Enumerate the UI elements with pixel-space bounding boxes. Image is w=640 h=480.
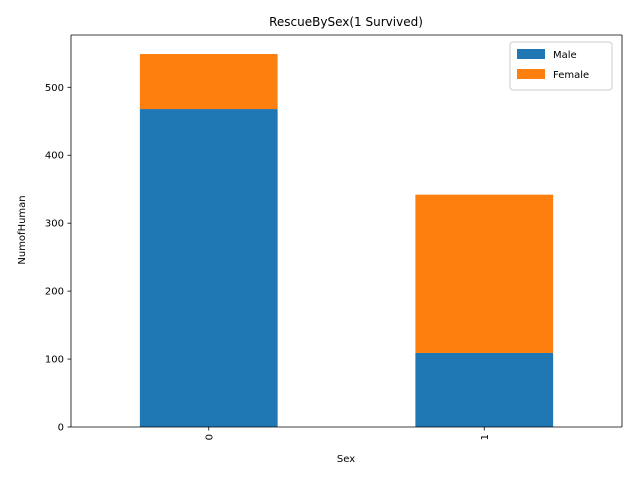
y-axis: 0 100 200 300 400 500 bbox=[45, 83, 71, 434]
legend-label-male: Male bbox=[553, 50, 577, 61]
legend: Male Female bbox=[509, 41, 613, 91]
legend-label-female: Female bbox=[553, 70, 589, 81]
y-tick-label: 200 bbox=[45, 287, 64, 298]
legend-swatch-male bbox=[517, 49, 545, 59]
x-axis-label: Sex bbox=[337, 454, 355, 465]
y-tick-label: 0 bbox=[58, 423, 64, 434]
legend-swatch-female bbox=[517, 69, 545, 79]
y-axis-label: NumofHuman bbox=[17, 195, 28, 264]
chart-title: RescueBySex(1 Survived) bbox=[269, 15, 423, 29]
bar-female-0 bbox=[139, 54, 278, 110]
bar-male-1 bbox=[415, 352, 554, 427]
bar-male-0 bbox=[139, 109, 278, 427]
y-tick-label: 300 bbox=[45, 219, 64, 230]
bar-female-1 bbox=[415, 194, 554, 353]
x-tick-label: 1 bbox=[480, 434, 491, 440]
x-tick-label: 0 bbox=[204, 434, 215, 440]
y-tick-label: 100 bbox=[45, 355, 64, 366]
y-tick-label: 400 bbox=[45, 151, 64, 162]
y-tick-label: 500 bbox=[45, 83, 64, 94]
plot-area bbox=[70, 34, 623, 428]
